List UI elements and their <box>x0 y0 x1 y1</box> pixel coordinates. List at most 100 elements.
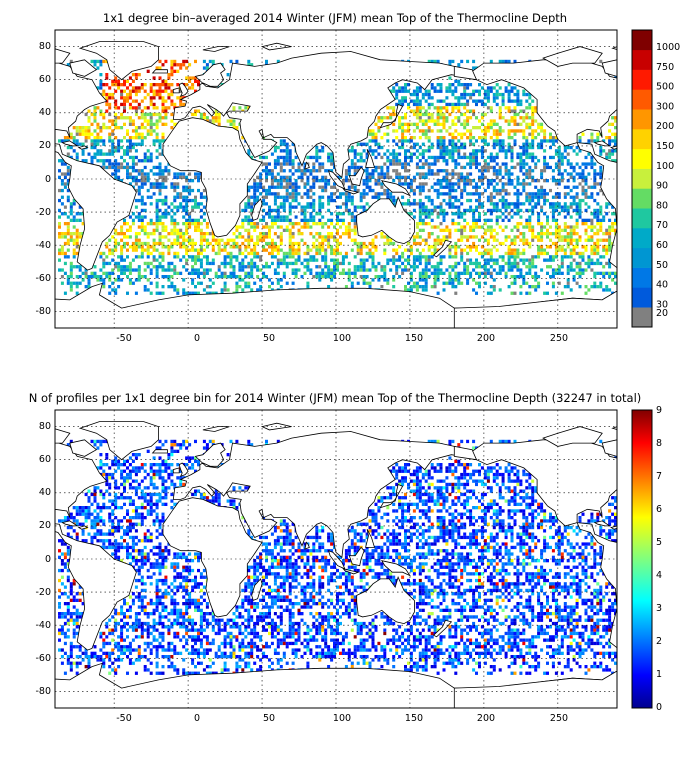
depth-cell <box>398 179 402 183</box>
depth-cell <box>312 255 316 259</box>
depth-cell <box>483 102 487 107</box>
depth-cell <box>560 271 564 275</box>
depth-cell <box>232 271 236 275</box>
depth-cell <box>211 261 215 266</box>
depth-cell <box>114 245 118 249</box>
depth-cell <box>182 288 186 292</box>
depth-cell <box>134 126 138 130</box>
depth-cell <box>128 136 132 140</box>
depth-cell <box>294 198 298 203</box>
depth-cell <box>472 228 476 232</box>
depth-cell <box>120 248 124 252</box>
depth-cell <box>531 145 535 150</box>
depth-cell <box>315 152 319 156</box>
colorbar-label: 50 <box>656 260 668 271</box>
depth-cell <box>605 288 609 292</box>
depth-cell <box>167 265 171 269</box>
depth-cell <box>262 169 266 173</box>
depth-cell <box>330 222 334 226</box>
depth-cell <box>111 251 115 256</box>
depth-cell <box>386 241 390 246</box>
depth-cell <box>256 268 260 272</box>
depth-cell <box>179 99 183 103</box>
depth-cell <box>259 175 263 179</box>
depth-cell <box>427 268 431 272</box>
depth-cell <box>389 152 393 156</box>
depth-cell <box>401 261 405 266</box>
depth-cell <box>182 291 186 295</box>
depth-cell <box>439 228 443 232</box>
depth-cell <box>350 212 354 216</box>
depth-cell <box>395 251 399 256</box>
count-cell <box>134 456 138 460</box>
depth-cell <box>99 149 103 153</box>
depth-cell <box>507 142 511 146</box>
depth-cell <box>161 139 165 143</box>
depth-cell <box>401 268 405 272</box>
depth-cell <box>262 155 266 160</box>
depth-cell <box>404 89 407 93</box>
depth-cell <box>161 132 165 136</box>
depth-cell <box>146 179 150 183</box>
count-cell <box>235 439 239 444</box>
depth-cell <box>486 142 490 146</box>
depth-cell <box>578 208 582 213</box>
count-cell <box>599 439 603 444</box>
depth-cell <box>123 271 126 275</box>
depth-colorbar: 1000 750 500 300 200 150 100 90 80 70 60… <box>631 29 680 328</box>
depth-cell <box>185 232 189 236</box>
depth-cell <box>507 251 511 256</box>
count-cell <box>202 439 206 444</box>
depth-cell <box>560 258 564 262</box>
depth-cell <box>161 212 165 216</box>
depth-cell <box>111 139 115 143</box>
depth-cell <box>105 102 109 107</box>
depth-cell <box>149 169 153 173</box>
depth-cell <box>537 251 541 256</box>
depth-cell <box>75 291 79 295</box>
depth-cell <box>557 225 561 229</box>
depth-cell <box>120 155 124 160</box>
depth-cell <box>164 245 168 249</box>
depth-cell <box>321 165 325 170</box>
depth-cell <box>454 96 458 100</box>
depth-cell <box>451 83 455 87</box>
depth-cell <box>58 139 61 143</box>
depth-cell <box>448 232 452 236</box>
depth-cell <box>185 225 189 229</box>
depth-cell <box>528 202 532 206</box>
depth-cell <box>510 281 514 285</box>
depth-cell <box>584 165 588 170</box>
depth-cell <box>412 241 416 246</box>
depth-cell <box>321 222 325 226</box>
depth-cell <box>392 122 396 126</box>
depth-cell <box>537 281 541 285</box>
depth-cell <box>507 172 511 176</box>
depth-cell <box>540 126 544 130</box>
depth-cell <box>170 102 174 107</box>
depth-cell <box>528 271 532 275</box>
depth-cell <box>489 255 493 259</box>
depth-cell <box>90 142 94 146</box>
count-cell <box>409 472 413 477</box>
depth-cell <box>519 155 523 160</box>
count-cell <box>114 463 118 467</box>
depth-cell <box>241 268 245 272</box>
depth-cell <box>105 152 109 156</box>
depth-cell <box>179 172 183 176</box>
depth-cell <box>412 235 416 239</box>
depth-cell <box>383 192 387 196</box>
depth-cell <box>569 228 573 232</box>
depth-cell <box>463 112 467 117</box>
depth-cell <box>120 116 124 120</box>
count-cell <box>507 439 511 444</box>
depth-cell <box>161 222 165 226</box>
depth-cell <box>430 245 434 249</box>
depth-cell <box>279 155 283 160</box>
depth-cell <box>418 175 422 179</box>
count-cell <box>188 456 192 460</box>
count-cell <box>161 469 165 473</box>
depth-cell <box>365 142 369 146</box>
depth-cell <box>448 251 452 256</box>
depth-cell <box>273 232 277 236</box>
